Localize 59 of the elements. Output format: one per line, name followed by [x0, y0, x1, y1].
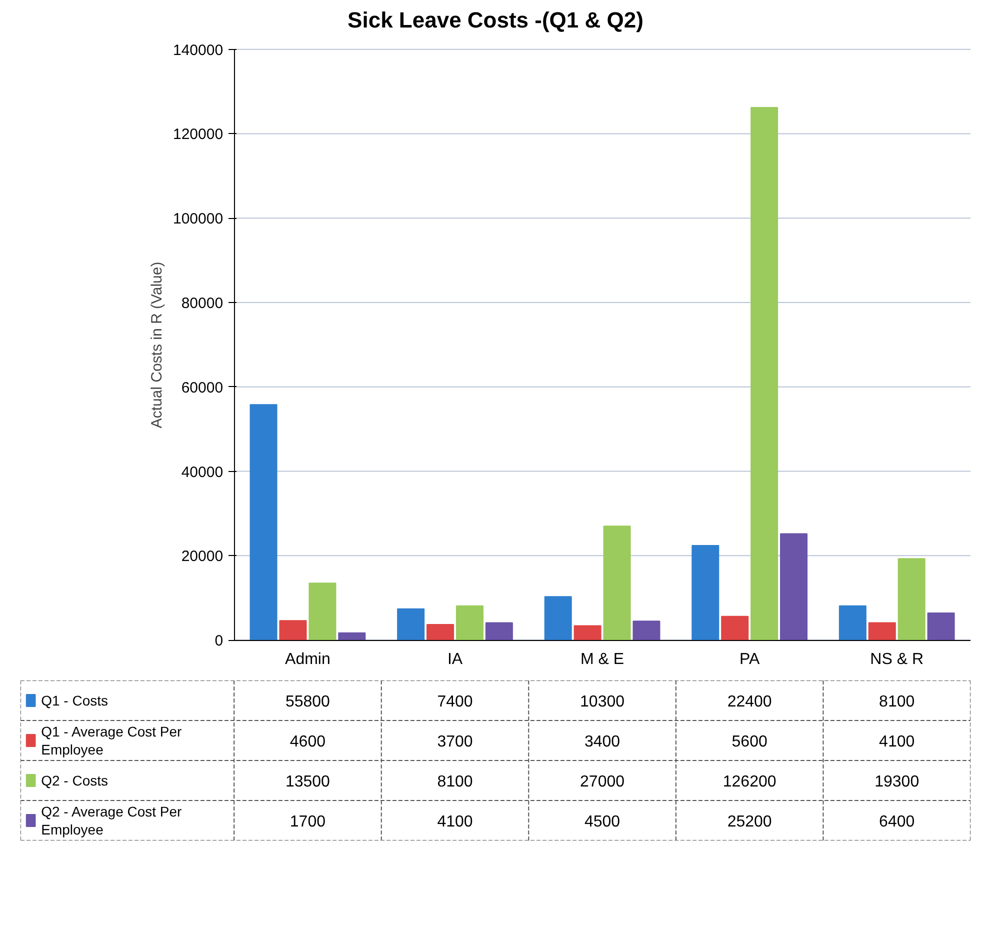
data-label: 1700 [290, 814, 326, 830]
data-label: 3400 [584, 734, 620, 750]
data-label: 6400 [879, 814, 915, 830]
x-tick-label: PA [739, 651, 760, 668]
y-tick-label: 100000 [173, 210, 224, 228]
data-label: 13500 [285, 774, 330, 790]
data-label: 5600 [732, 734, 768, 750]
bar [485, 622, 513, 641]
data-label: 7400 [437, 694, 473, 710]
data-label: 126200 [722, 774, 776, 790]
data-label: 3700 [437, 734, 473, 750]
x-tick-label: NS & R [870, 651, 924, 668]
bar [338, 632, 366, 641]
data-label: 55800 [285, 694, 330, 710]
data-label: 27000 [580, 774, 625, 790]
bar [544, 596, 572, 641]
bar [250, 404, 278, 641]
bar [632, 620, 660, 641]
y-tick-label: 60000 [181, 379, 224, 396]
bar [308, 582, 336, 641]
data-label: 4100 [879, 734, 915, 750]
data-label: 8100 [879, 694, 915, 710]
y-tick-label: 0 [214, 632, 224, 650]
bar [838, 605, 866, 641]
y-tick-label: 40000 [181, 464, 224, 481]
data-label: 10300 [580, 694, 625, 710]
legend-label: Q2 - Average Cost Per Employee [41, 804, 182, 838]
x-tick-label: Admin [285, 651, 330, 668]
bar [721, 616, 749, 641]
x-tick-label: IA [447, 651, 463, 668]
bar [603, 526, 631, 641]
data-label: 4500 [584, 814, 620, 830]
data-label: 19300 [874, 774, 920, 790]
data-label: 8100 [437, 774, 473, 790]
bar [397, 608, 425, 641]
legend-label: Q1 - Costs [41, 692, 108, 708]
y-tick-label: 120000 [173, 126, 224, 144]
y-tick-label: 140000 [173, 42, 224, 59]
bar [574, 625, 602, 641]
x-tick-label: M & E [580, 651, 624, 668]
y-tick-label: 20000 [181, 548, 224, 566]
bar [898, 558, 926, 641]
bar [750, 107, 778, 641]
bar [279, 620, 307, 641]
bar [426, 624, 454, 641]
legend-label: Q2 - Costs [41, 772, 108, 788]
bar [692, 545, 720, 641]
chart-title: Sick Leave Costs -(Q1 & Q2) [348, 8, 644, 32]
y-tick-label: 80000 [181, 294, 224, 312]
data-label: 22400 [727, 694, 772, 710]
y-axis-title: Actual Costs in R (Value) [148, 262, 166, 428]
data-label: 25200 [727, 814, 772, 830]
data-label: 4100 [437, 814, 473, 830]
bar [868, 622, 896, 641]
bar [927, 612, 955, 641]
data-label: 4600 [290, 734, 326, 750]
bar [456, 605, 484, 641]
legend-label: Q1 - Average Cost Per Employee [41, 724, 182, 758]
bar [780, 533, 808, 641]
